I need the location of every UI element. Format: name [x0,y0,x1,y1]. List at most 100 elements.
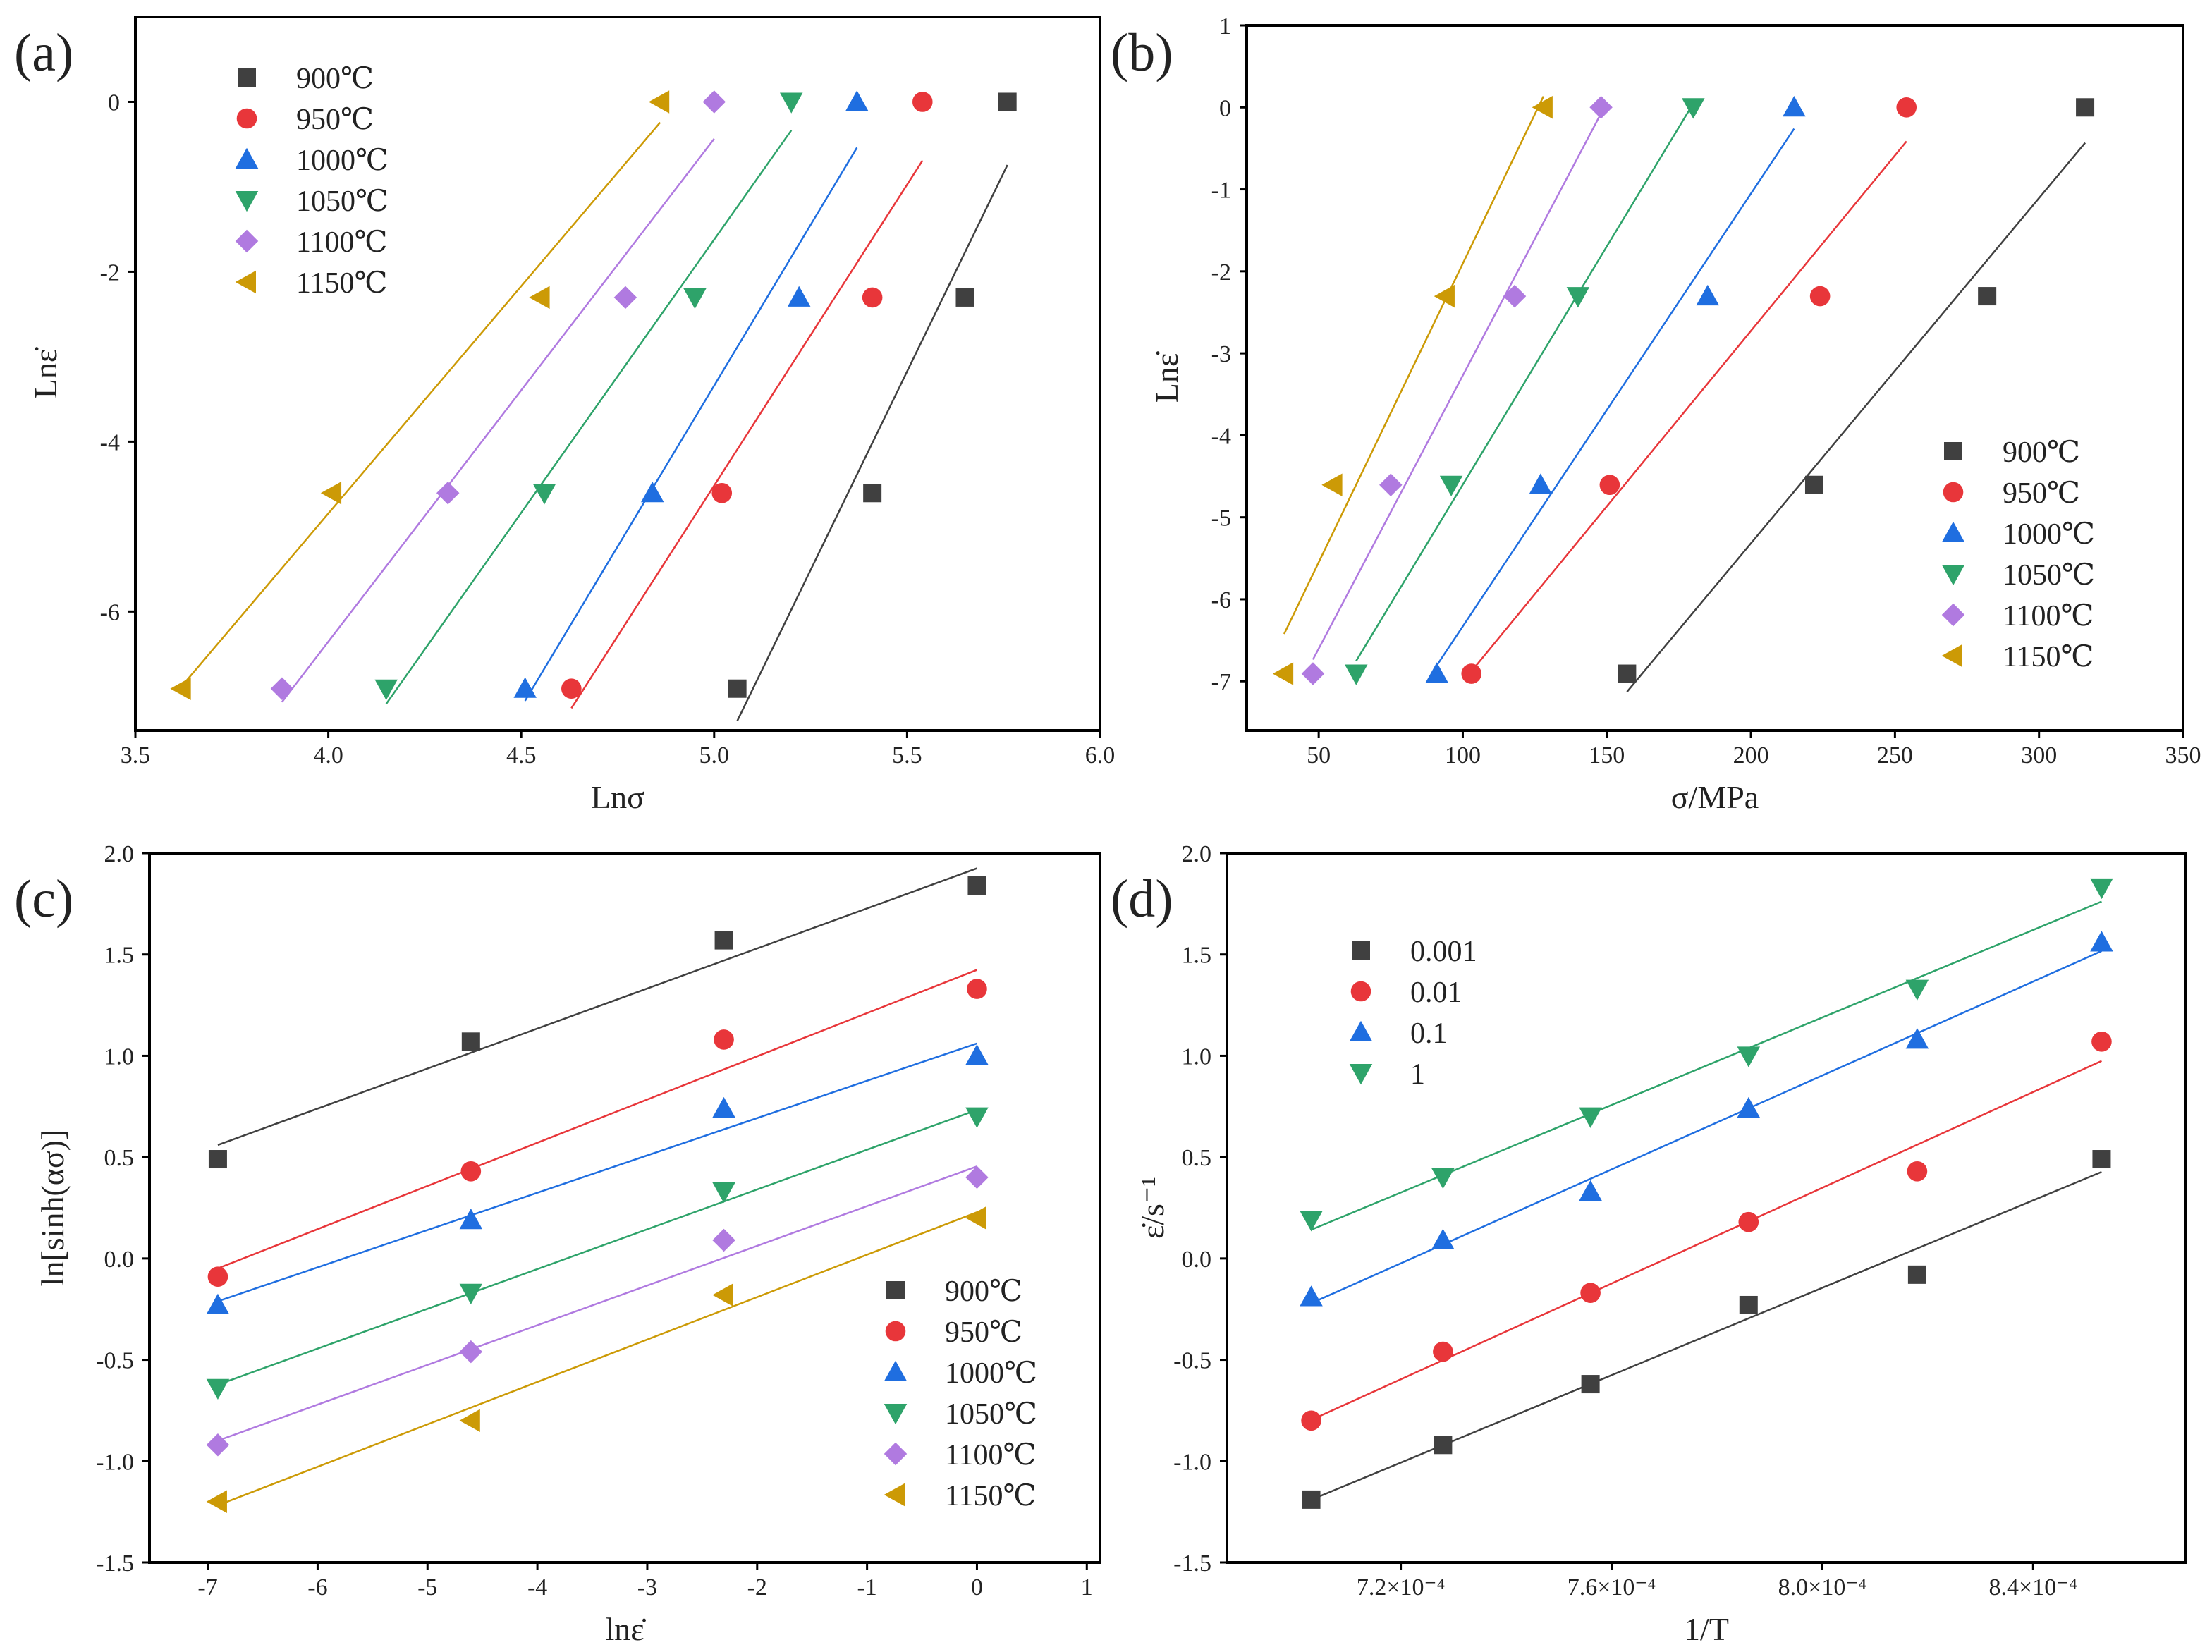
data-point [863,484,882,503]
x-tick-label: 7.6×10⁻⁴ [1568,1574,1656,1601]
data-point [206,1490,227,1514]
legend-marker [1941,565,1965,586]
x-axis-label: 1/T [1684,1611,1729,1647]
data-point [2090,931,2113,952]
legend-marker [1350,981,1371,1002]
y-tick-label: -1.5 [96,1550,134,1577]
x-axis-label: Lnσ [591,779,644,815]
data-point [955,288,974,307]
data-point [712,1182,735,1204]
fit-line-950℃ [217,969,977,1270]
legend-label: 900℃ [296,63,374,95]
panel-label: (d) [1111,869,1173,929]
plot-frame [1245,24,2184,732]
legend-marker [884,1442,908,1466]
data-point [712,1283,733,1307]
data-point [1905,1028,1929,1049]
data-point [1433,1341,1453,1362]
fit-line-1000℃ [524,147,858,702]
data-point [1907,1161,1928,1182]
legend-label: 1100℃ [945,1439,1036,1471]
data-point [374,679,398,700]
data-point [1566,287,1590,308]
data-point [1809,286,1831,307]
legend-marker [1349,1064,1373,1085]
legend-label: 1150℃ [2003,641,2094,673]
data-point [1302,1490,1321,1509]
data-point [1599,475,1620,496]
x-tick-label: 7.2×10⁻⁴ [1357,1574,1445,1601]
y-tick-label: 2.0 [104,841,135,867]
data-point [965,1107,989,1128]
x-tick-label: 350 [2165,742,2201,769]
data-point [207,1266,228,1287]
legend-marker [884,1483,905,1507]
data-point [845,90,869,111]
y-axis-label: ln[sinh(ασ)] [35,1130,71,1287]
data-point [1738,1211,1759,1232]
y-tick-label: 1.5 [104,943,135,969]
fit-line-1100℃ [1312,113,1602,661]
data-point [206,1433,230,1457]
data-point [1580,1283,1601,1304]
legend-marker [235,270,256,294]
x-tick-label: 6.0 [1085,742,1116,769]
data-point [1532,96,1553,119]
data-point [529,286,550,310]
x-tick-label: 4.5 [506,742,537,769]
data-point [1431,1228,1455,1249]
data-point [1461,663,1482,684]
plot-frame [1226,852,2187,1564]
legend-marker [1944,442,1962,460]
data-point [459,1208,483,1230]
x-tick-label: -4 [527,1574,547,1601]
y-tick-label: -0.5 [1173,1348,1211,1374]
data-point [1301,1410,1321,1431]
data-point [170,677,191,700]
y-tick-label: 0 [1219,95,1231,121]
data-point [1300,1211,1323,1232]
x-tick-label: -6 [307,1574,327,1601]
data-point [1434,284,1455,308]
data-point [206,1293,230,1314]
data-point [648,90,670,114]
data-point [640,482,664,503]
fit-line-1100℃ [281,138,715,703]
y-tick-label: -6 [100,599,120,625]
fit-line-1150℃ [1283,96,1544,635]
fit-line-950℃ [570,160,924,709]
data-point [862,287,883,308]
data-point [1581,1375,1600,1394]
data-point [965,1165,989,1189]
x-axis-label: σ/MPa [1671,779,1759,815]
data-point [1379,473,1403,496]
data-point [967,876,986,895]
legend-label: 1050℃ [296,185,389,218]
x-tick-label: 1 [1081,1574,1093,1601]
plot-frame [148,852,1101,1564]
legend-label: 900℃ [945,1275,1022,1308]
y-tick-label: -4 [1211,423,1231,449]
legend-marker [1349,1020,1373,1041]
y-tick-label: -5 [1211,506,1231,532]
legend-marker [1941,603,1965,627]
data-point [270,677,294,700]
data-point [206,1378,230,1400]
x-axis-label: lnε̇ [605,1611,646,1647]
legend-marker [235,147,259,169]
legend-label: 0.1 [1410,1017,1448,1050]
legend-marker [1941,644,1962,668]
y-tick-label: -2 [1211,259,1231,286]
data-point [1579,1180,1602,1201]
data-point [1737,1096,1761,1118]
panel-label: (a) [14,23,73,82]
legend-label: 1150℃ [296,267,387,300]
data-point [712,1096,735,1118]
y-tick-label: -1.5 [1173,1550,1211,1577]
fit-line-1050℃ [385,130,793,705]
x-tick-label: -7 [197,1574,217,1601]
data-point [714,1029,734,1050]
data-point [1272,662,1294,685]
y-tick-label: 0.0 [104,1247,135,1273]
